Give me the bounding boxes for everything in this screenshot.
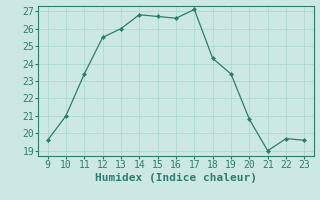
X-axis label: Humidex (Indice chaleur): Humidex (Indice chaleur) [95,173,257,183]
